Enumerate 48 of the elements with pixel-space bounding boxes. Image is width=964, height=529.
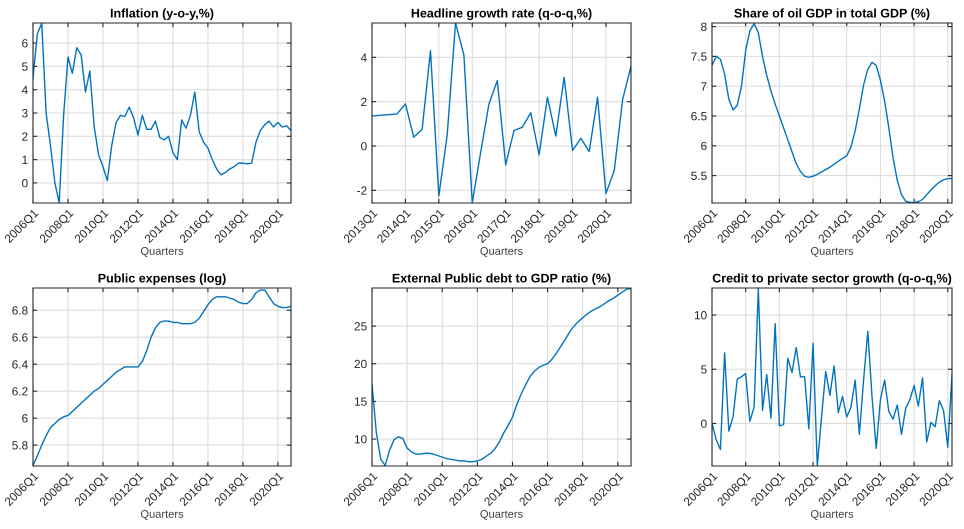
y-tick-label: 4 (22, 86, 28, 94)
chart-title: Inflation (y-o-y,%) (110, 8, 214, 20)
y-tick-label: 2 (22, 132, 28, 141)
y-tick-label: 5.8 (12, 441, 28, 450)
y-tick-label: 3 (22, 109, 28, 118)
y-tick-label: 4 (360, 54, 367, 62)
y-tick-label: 5.5 (691, 172, 707, 180)
y-tick-label: 0 (701, 420, 707, 428)
y-tick-label: 15 (354, 398, 367, 406)
y-tick-label: 6 (701, 142, 707, 150)
x-axis-title: Quarters (140, 247, 184, 257)
y-tick-label: 6 (22, 39, 28, 48)
chart-title: Public expenses (log) (98, 273, 226, 286)
y-tick-label: 6 (22, 414, 28, 423)
y-tick-label: 10 (354, 435, 367, 444)
y-tick-label: 5 (22, 62, 28, 71)
y-tick-label: 20 (354, 360, 367, 368)
line-series (372, 288, 631, 466)
y-tick-label: 5 (701, 365, 707, 374)
y-tick-label: -2 (357, 186, 367, 195)
x-axis-title: Quarters (480, 247, 523, 257)
y-tick-label: 1 (22, 156, 28, 164)
x-axis-title: Quarters (480, 510, 523, 520)
y-tick-label: 6.8 (12, 306, 28, 315)
y-tick-label: 6.4 (12, 360, 28, 369)
chart-title: Share of oil GDP in total GDP (%) (734, 8, 930, 20)
line-series (33, 23, 291, 203)
x-axis-title: Quarters (810, 510, 854, 520)
y-tick-label: 2 (361, 98, 367, 106)
chart-title: Headline growth rate (q-o-q,%) (412, 8, 592, 20)
x-axis-title: Quarters (810, 247, 854, 257)
y-tick-label: 7.5 (691, 52, 707, 61)
y-tick-label: 7 (701, 82, 707, 90)
y-tick-label: 8 (701, 22, 707, 31)
chart-title: Credit to private sector growth (q-o-q,%) (712, 273, 952, 286)
chart-title: External Public debt to GDP ratio (%) (392, 273, 611, 286)
y-tick-label: 0 (361, 142, 367, 150)
x-axis-title: Quarters (140, 510, 184, 520)
line-series (372, 23, 631, 203)
y-tick-label: 10 (694, 311, 707, 320)
y-tick-label: 6.5 (691, 112, 707, 120)
y-tick-label: 0 (22, 178, 28, 188)
line-series (712, 23, 952, 203)
y-tick-label: 6.2 (12, 387, 28, 396)
y-tick-label: 6.6 (12, 333, 28, 342)
y-tick-label: 25 (354, 322, 367, 330)
line-series (33, 289, 291, 466)
line-series (712, 288, 952, 466)
